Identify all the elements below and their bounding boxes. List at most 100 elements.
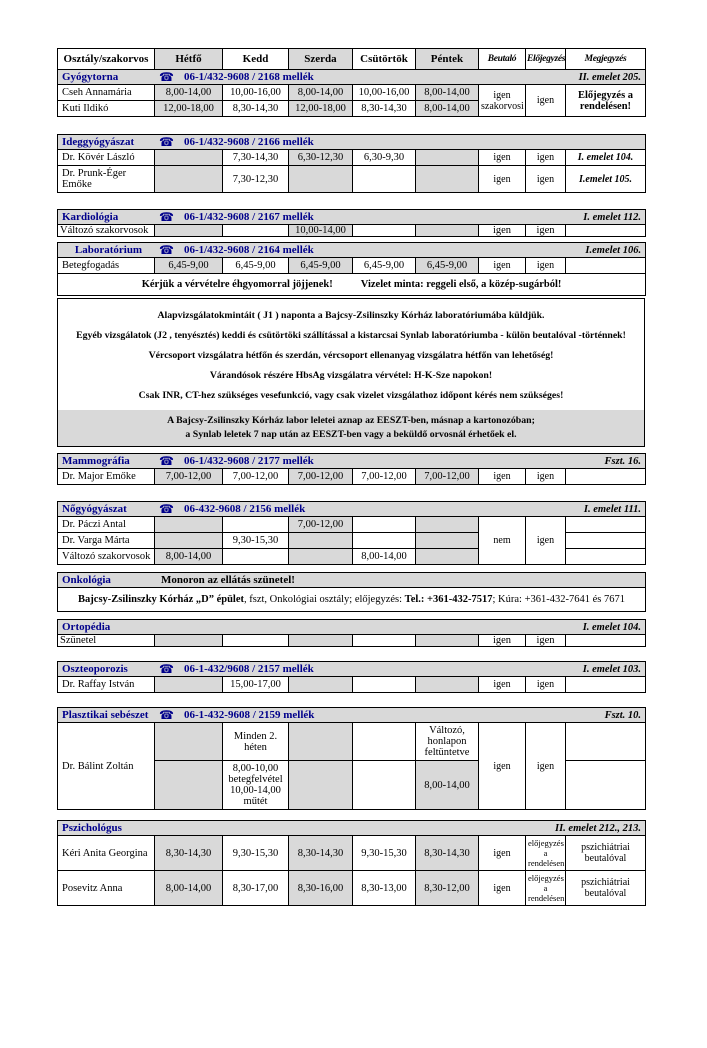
schedule-cell [415, 224, 479, 237]
section-kardiologia: Kardiológia ☎ 06-1/432-9608 / 2167 mellék I… [56, 209, 647, 237]
schedule-cell: 8,00-14,00 [154, 548, 223, 566]
referral-cell: igen [478, 468, 526, 486]
remark-cell [564, 516, 647, 534]
section-pszichologus: Pszichológus II. emelet 212., 213. Kéri An… [56, 820, 647, 907]
table-row: Dr. Prunk-Éger Emőke 7,30-12,30 igen igen I.… [57, 165, 647, 193]
doctor-name-cell: Cseh Annamária [57, 84, 155, 101]
schedule-cell [352, 224, 416, 237]
table-row: Dr. Raffay István 15,00-17,00 igen igen [57, 676, 647, 694]
doctor-name-cell: Kéri Anita Georgina [57, 835, 155, 872]
schedule-cell: 8,30-14,30 [352, 100, 416, 117]
schedule-cell [154, 760, 223, 811]
schedule-cell [352, 760, 416, 811]
schedule-cell [352, 165, 416, 193]
schedule-cell [154, 722, 223, 762]
remark-cell [564, 548, 647, 566]
column-header: Kedd [222, 48, 289, 70]
doctor-name-cell: Betegfogadás [57, 257, 155, 274]
lab-note-line: Egyéb vizsgálatok (J2 , tenyésztés) kedd… [76, 330, 626, 341]
column-header-row: Osztály/szakorvos Hétfő Kedd Szerda Csütörtö… [57, 48, 646, 70]
referral-cell: igen [478, 722, 526, 811]
lab-notes-highlight: A Bajcsy-Zsilinszky Kórház labor leletei… [58, 410, 644, 447]
doctor-name-cell: Kuti Ildikó [57, 100, 155, 117]
section-header-content: Oszteoporozis ☎ 06-1-432/9608 / 2157 mellé… [62, 663, 641, 675]
schedule-cell: 12,00-18,00 [288, 100, 353, 117]
lab-note-highlight-line: A Bajcsy-Zsilinszky Kórház labor leletei… [167, 415, 535, 426]
section-title: Nőgyógyászat [62, 503, 127, 516]
remark-cell: I.emelet 105. [564, 165, 647, 193]
remark-cell [564, 257, 647, 274]
section-location: I. emelet 103. [582, 663, 642, 675]
schedule-cell: 9,30-15,30 [352, 835, 416, 872]
section-location: I. emelet 104. [582, 621, 642, 633]
section-gyogytorna: Osztály/szakorvos Hétfő Kedd Szerda Csütörtö… [57, 48, 646, 117]
table-row: Változó szakorvosok 8,00-14,00 8,00-14,00 [57, 548, 647, 566]
doctor-name-cell: Változó szakorvosok [57, 224, 155, 237]
section-header-content: Nőgyógyászat ☎ 06-432-9608 / 2156 mellék I.… [62, 503, 641, 515]
schedule-cell [288, 532, 353, 550]
schedule-cell: 8,30-13,00 [352, 870, 416, 907]
section-title: Pszichológus [62, 822, 122, 835]
referral-cell: nem [478, 516, 526, 566]
schedule-cell: 8,30-17,00 [222, 870, 289, 907]
schedule-cell [352, 532, 416, 550]
lab-note-highlight-line: a Synlab leletek 7 nap után az EESZT-ben… [185, 428, 517, 440]
schedule-cell: 6,30-9,30 [352, 149, 416, 166]
schedule-cell: 7,00-12,00 [352, 468, 416, 486]
section-header-row: Plasztikai sebészet ☎ 06-1-432-9608 / 2159… [56, 707, 647, 724]
remark-cell: pszichiátriai beutalóval [564, 870, 647, 907]
appointment-cell: igen [525, 516, 566, 566]
schedule-cell: 8,00-10,00 betegfelvétel 10,00-14,00 műt… [222, 760, 289, 811]
section-header: Onkológia Monoron az ellátás szünetel! [56, 572, 647, 589]
schedule-cell [288, 165, 353, 193]
phone-number: 06-1-432-9608 / 2159 mellék [183, 709, 315, 722]
info-segment: Bajcsy-Zsilinszky Kórház „D” épület [78, 594, 244, 606]
schedule-cell [352, 516, 416, 534]
schedule-cell [415, 548, 479, 566]
schedule-cell: 6,45-9,00 [352, 257, 416, 274]
schedule-cell [154, 634, 223, 648]
lab-note-row: Kérjük a vérvételre éhgyomorral jöjjenek… [56, 273, 647, 296]
schedule-cell: 9,30-15,30 [222, 532, 289, 550]
section-header-row: Gyógytorna ☎ 06-1/432-9608 / 2168 mellék II… [57, 69, 646, 85]
schedule-cell: 8,30-14,30 [154, 835, 223, 872]
table-row: Dr. Major Emőke 7,00-12,00 7,00-12,00 7,00-… [57, 468, 646, 486]
schedule-cell: 8,30-14,30 [415, 835, 479, 872]
column-header: Előjegyzés [525, 48, 566, 70]
schedule-cell: 9,30-15,30 [222, 835, 289, 872]
doctor-name-cell: Dr. Major Emőke [57, 468, 155, 486]
section-header: Ortopédia I. emelet 104. [56, 619, 647, 636]
section-header: Kardiológia ☎ 06-1/432-9608 / 2167 mellék I… [56, 209, 647, 225]
remark-cell [564, 676, 647, 694]
lab-note-line: Csak INR, CT-hez szükséges vesefunkció, … [138, 390, 564, 401]
remark-cell: Előjegyzés a rendelésen! [565, 84, 646, 117]
section-title: Mammográfia [62, 455, 130, 468]
section-onkologia: Onkológia Monoron az ellátás szünetel! Baj… [56, 572, 647, 613]
lab-notes-box: Alapvizsgálatokmintáit ( J1 ) naponta a … [57, 298, 645, 448]
oncology-info: Bajcsy-Zsilinszky Kórház „D” épület, fsz… [56, 587, 647, 613]
table-row: Dr. Bálint Zoltán Minden 2. héten Változó,… [57, 722, 647, 811]
schedule-cell: 10,00-16,00 [222, 84, 289, 101]
table-row: Kuti Ildikó 12,00-18,00 8,30-14,30 12,00-18… [57, 100, 646, 117]
phone-number: 06-1/432-9608 / 2167 mellék [183, 211, 314, 223]
section-location: I.emelet 106. [585, 244, 642, 256]
section-location: Fszt. 16. [604, 455, 641, 467]
table-row: Dr. Páczi Antal 7,00-12,00 nem igen [57, 516, 647, 566]
section-header-row: Oszteoporozis ☎ 06-1-432/9608 / 2157 mellé… [56, 661, 647, 678]
schedule-cell [154, 165, 223, 193]
phone-icon: ☎ [159, 243, 174, 257]
section-header-row: Ideggyógyászat ☎ 06-1/432-9608 / 2166 mell… [56, 134, 647, 150]
schedule-cell [288, 722, 353, 762]
appointment-cell: igen [525, 257, 566, 274]
phone-number: 06-1/432-9608 / 2166 mellék [183, 136, 314, 148]
doctor-name-cell: Dr. Varga Márta [57, 532, 155, 550]
section-title: Gyógytorna [62, 71, 119, 83]
section-location: I. emelet 111. [583, 503, 642, 515]
schedule-cell: 6,45-9,00 [222, 257, 289, 274]
referral-cell: igen [478, 870, 526, 907]
appointment-cell: igen [525, 149, 566, 166]
referral-cell: igen [478, 165, 526, 193]
referral-cell: igen [478, 676, 526, 694]
appointment-cell: igen [525, 84, 566, 117]
referral-cell: igen [478, 149, 526, 166]
